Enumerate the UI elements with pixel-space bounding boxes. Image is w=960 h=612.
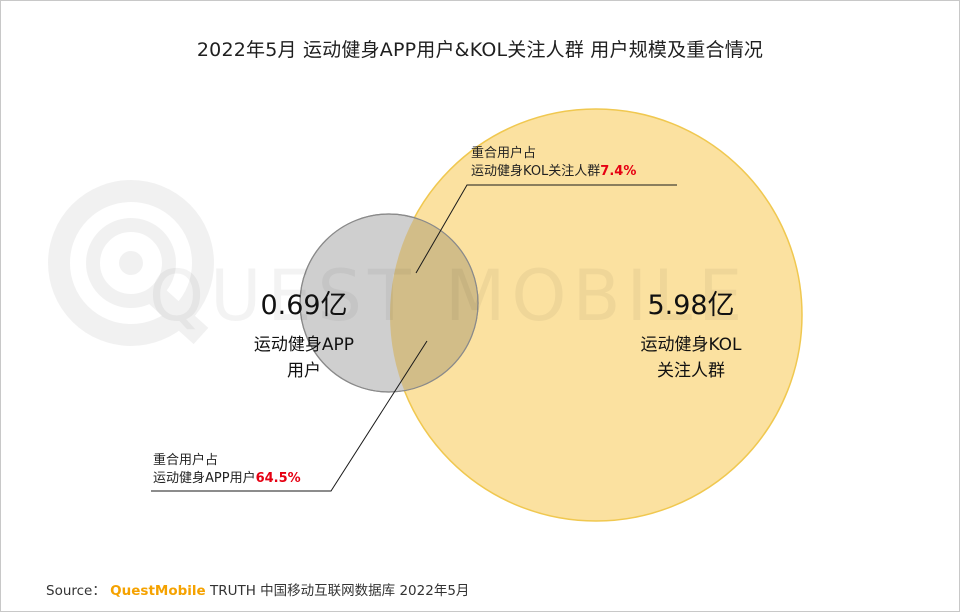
source-rest: TRUTH 中国移动互联网数据库 2022年5月 [209, 583, 470, 599]
kol-set-name-line2: 关注人群 [657, 361, 725, 381]
app-overlap-callout: 重合用户占 运动健身APP用户64.5% [153, 452, 301, 488]
source-brand: QuestMobile [110, 583, 206, 599]
kol-callout-percent: 7.4% [600, 164, 637, 179]
source-prefix: Source： [46, 583, 106, 599]
source-note: Source： QuestMobile TRUTH 中国移动互联网数据库 202… [46, 579, 469, 599]
kol-set-name-line1: 运动健身KOL [640, 335, 742, 355]
kol-overlap-callout: 重合用户占 运动健身KOL关注人群7.4% [471, 145, 636, 181]
app-callout-line1: 重合用户占 [153, 453, 219, 468]
app-set-name-line1: 运动健身APP [253, 335, 355, 355]
watermark-logo-icon [48, 180, 214, 346]
app-set-outline [299, 213, 479, 393]
app-set-name-line2: 用户 [287, 361, 321, 381]
app-callout-percent: 64.5% [255, 471, 301, 486]
kol-callout-line1: 重合用户占 [471, 146, 537, 161]
app-set-value: 0.69亿 [260, 290, 348, 321]
app-set-label: 0.69亿 运动健身APP 用户 [229, 283, 379, 384]
app-callout-prefix: 运动健身APP用户 [153, 471, 256, 486]
app-callout-leader-line [151, 340, 428, 492]
kol-callout-prefix: 运动健身KOL关注人群 [471, 164, 601, 179]
kol-set-label: 5.98亿 运动健身KOL 关注人群 [611, 283, 771, 384]
chart-title: 2022年5月 运动健身APP用户&KOL关注人群 用户规模及重合情况 [196, 39, 764, 61]
kol-set-value: 5.98亿 [647, 290, 735, 321]
kol-callout-leader-line [415, 184, 677, 274]
watermark-text: QUEST MOBILE [149, 255, 748, 337]
